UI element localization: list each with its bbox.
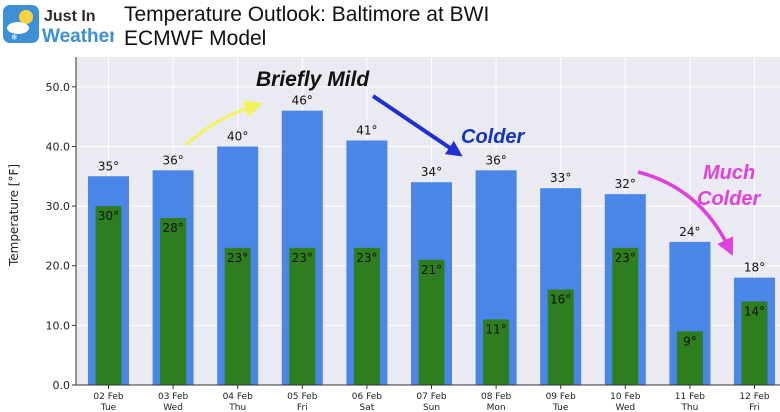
high-value-label: 36° bbox=[485, 153, 506, 167]
high-value-label: 41° bbox=[356, 123, 377, 137]
just-in-weather-logo: ❄ Just In Weather bbox=[3, 5, 114, 47]
low-value-label: 28° bbox=[162, 221, 183, 235]
x-tick-day: Wed bbox=[163, 403, 183, 412]
annotation-much-colder-line2: Colder bbox=[697, 188, 761, 210]
bar-low bbox=[224, 247, 251, 385]
low-value-label: 14° bbox=[744, 305, 765, 319]
logo-line1: Just In bbox=[44, 8, 96, 25]
bar-low bbox=[353, 247, 380, 385]
bar-low bbox=[160, 218, 187, 385]
low-value-label: 23° bbox=[615, 251, 636, 265]
bar-low bbox=[418, 259, 445, 385]
chart-subtitle: ECMWF Model bbox=[124, 27, 267, 50]
x-tick-date: 09 Feb bbox=[546, 392, 577, 402]
x-tick-date: 06 Feb bbox=[352, 392, 383, 402]
x-tick-day: Thu bbox=[680, 403, 698, 412]
low-value-label: 23° bbox=[227, 251, 248, 265]
arrow-briefly-mild bbox=[184, 100, 263, 147]
bar-low bbox=[676, 331, 703, 385]
bar-low bbox=[95, 206, 122, 385]
header: ❄ Just In Weather Temperature Outlook: B… bbox=[0, 0, 780, 52]
arrow-much-colder bbox=[637, 170, 734, 256]
x-tick-day: Sun bbox=[423, 403, 440, 412]
y-tick-label: 30.0 bbox=[46, 200, 71, 213]
x-tick-day: Mon bbox=[487, 403, 506, 412]
high-value-label: 36° bbox=[162, 153, 183, 167]
y-tick-label: 20.0 bbox=[46, 260, 71, 273]
y-axis: 0.0 10.0 20.0 30.0 40.0 50.0 bbox=[46, 57, 780, 392]
x-tick-day: Fri bbox=[297, 403, 308, 412]
low-value-label: 9° bbox=[683, 334, 697, 348]
y-axis-label: Temperature [°F] bbox=[7, 163, 21, 267]
y-tick-label: 50.0 bbox=[46, 81, 71, 94]
bar-low bbox=[741, 301, 768, 385]
high-value-label: 18° bbox=[744, 261, 765, 275]
low-value-label: 16° bbox=[550, 293, 571, 307]
bar-low bbox=[612, 247, 639, 385]
low-value-label: 11° bbox=[485, 322, 506, 336]
x-tick-date: 11 Feb bbox=[675, 392, 706, 402]
annotation-colder: Colder bbox=[461, 126, 525, 148]
bar-low bbox=[547, 289, 574, 385]
y-tick-label: 0.0 bbox=[53, 379, 71, 392]
high-value-label: 35° bbox=[98, 159, 119, 173]
high-value-label: 34° bbox=[421, 165, 442, 179]
high-value-label: 33° bbox=[550, 171, 571, 185]
x-tick-date: 07 Feb bbox=[416, 392, 447, 402]
chart-title: Temperature Outlook: Baltimore at BWI bbox=[124, 3, 490, 26]
y-tick-label: 40.0 bbox=[46, 140, 71, 153]
x-tick-day: Thu bbox=[228, 403, 246, 412]
high-value-label: 46° bbox=[292, 94, 313, 108]
x-tick-day: Tue bbox=[552, 403, 569, 412]
logo-line2: Weather bbox=[42, 26, 114, 47]
snowflake-icon: ❄ bbox=[11, 33, 18, 42]
x-tick-date: 05 Feb bbox=[287, 392, 318, 402]
low-value-label: 23° bbox=[356, 251, 377, 265]
sun-icon bbox=[19, 10, 33, 24]
low-value-label: 23° bbox=[292, 251, 313, 265]
x-tick-date: 03 Feb bbox=[158, 392, 189, 402]
high-value-label: 32° bbox=[615, 177, 636, 191]
bar-low bbox=[289, 247, 316, 385]
x-tick-date: 08 Feb bbox=[481, 392, 512, 402]
high-value-label: 40° bbox=[227, 129, 248, 143]
cloud-icon bbox=[7, 22, 29, 34]
temperature-chart: 35° 30° 36° 28° 40° 23° 46° 23° 41° 23° 34° 21° 36° 1… bbox=[46, 57, 780, 412]
x-tick-date: 04 Feb bbox=[223, 392, 254, 402]
arrow-colder bbox=[371, 94, 463, 157]
x-tick-day: Tue bbox=[100, 403, 117, 412]
annotation-much-colder-line1: Much bbox=[703, 162, 756, 184]
x-tick-date: 10 Feb bbox=[610, 392, 641, 402]
x-tick-day: Wed bbox=[615, 403, 635, 412]
x-tick-day: Sat bbox=[360, 403, 375, 412]
high-value-label: 24° bbox=[679, 225, 700, 239]
x-tick-day: Fri bbox=[749, 403, 760, 412]
annotation-briefly-mild: Briefly Mild bbox=[256, 68, 370, 91]
y-tick-label: 10.0 bbox=[46, 319, 71, 332]
x-tick-date: 12 Feb bbox=[739, 392, 770, 402]
x-tick-date: 02 Feb bbox=[93, 392, 124, 402]
labels: 35° 30° 36° 28° 40° 23° 46° 23° 41° 23° 34° 21° 36° 1… bbox=[98, 94, 765, 349]
bars bbox=[88, 110, 775, 385]
bar-low bbox=[483, 319, 510, 385]
low-value-label: 30° bbox=[98, 209, 119, 223]
low-value-label: 21° bbox=[421, 263, 442, 277]
